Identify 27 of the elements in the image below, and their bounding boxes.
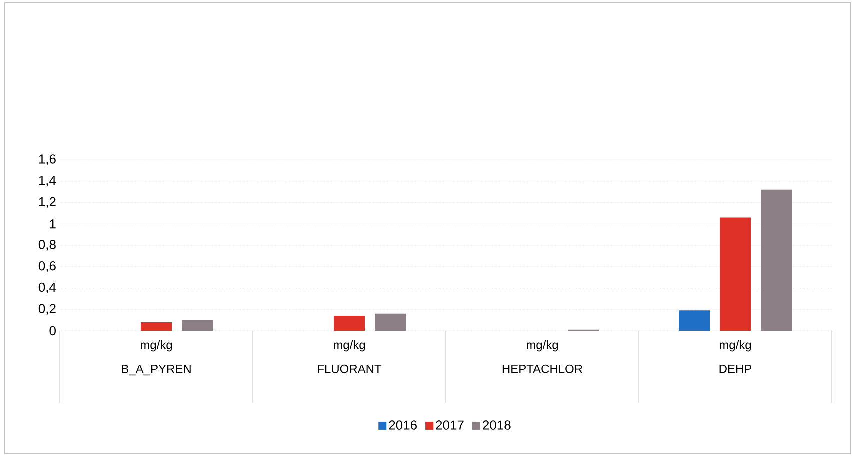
y-tick-label: 0,6: [38, 261, 56, 272]
y-tick-label: 1,4: [39, 176, 56, 187]
legend-label: 2018: [483, 420, 511, 430]
x-tick-label: HEPTACHLOR: [502, 364, 583, 374]
bar: [141, 322, 172, 331]
legend-label: 2016: [389, 420, 417, 430]
y-tick-label: 0: [50, 326, 56, 336]
y-tick-label: 1,6: [39, 154, 56, 166]
legend-label: 2017: [436, 420, 464, 430]
x-tick-label: B_A_PYREN: [122, 364, 191, 376]
text: mg/kg: [140, 340, 172, 352]
bar: [760, 190, 792, 331]
y-tick-label: 0,2: [38, 304, 56, 315]
bar: [334, 316, 366, 331]
bar: [182, 320, 214, 331]
text: mg/kg: [334, 340, 366, 352]
text: mg/kg: [720, 340, 752, 352]
bar: [375, 314, 406, 331]
y-tick-label: 0,8: [38, 240, 56, 251]
text: mg/kg: [526, 340, 558, 352]
y-tick-label: 0,4: [38, 282, 56, 294]
y-tick-label: 1,2: [39, 197, 56, 208]
y-tick-label: 1: [50, 220, 56, 229]
bar: [720, 218, 751, 331]
x-tick-label: FLUORANT: [318, 364, 382, 374]
bar: [679, 310, 710, 331]
x-tick-label: DEHP: [720, 364, 752, 374]
